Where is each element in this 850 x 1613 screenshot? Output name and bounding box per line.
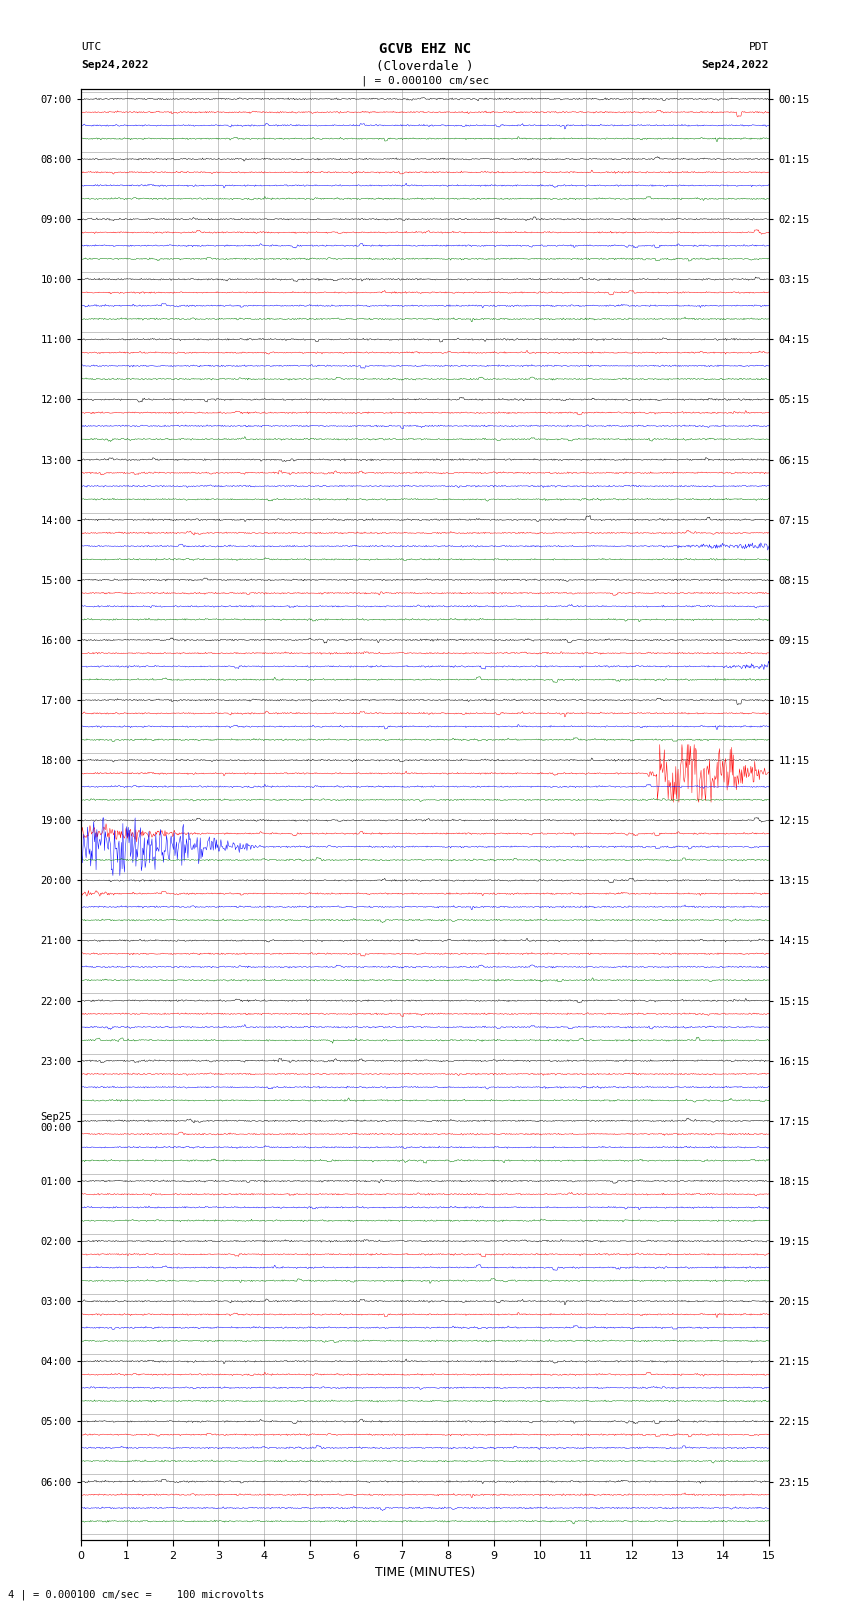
X-axis label: TIME (MINUTES): TIME (MINUTES): [375, 1566, 475, 1579]
Text: UTC: UTC: [81, 42, 101, 52]
Text: (Cloverdale ): (Cloverdale ): [377, 60, 473, 73]
Text: | = 0.000100 cm/sec: | = 0.000100 cm/sec: [361, 76, 489, 87]
Text: 4 | = 0.000100 cm/sec =    100 microvolts: 4 | = 0.000100 cm/sec = 100 microvolts: [8, 1589, 264, 1600]
Text: Sep24,2022: Sep24,2022: [702, 60, 769, 69]
Text: PDT: PDT: [749, 42, 769, 52]
Text: GCVB EHZ NC: GCVB EHZ NC: [379, 42, 471, 56]
Text: Sep24,2022: Sep24,2022: [81, 60, 148, 69]
